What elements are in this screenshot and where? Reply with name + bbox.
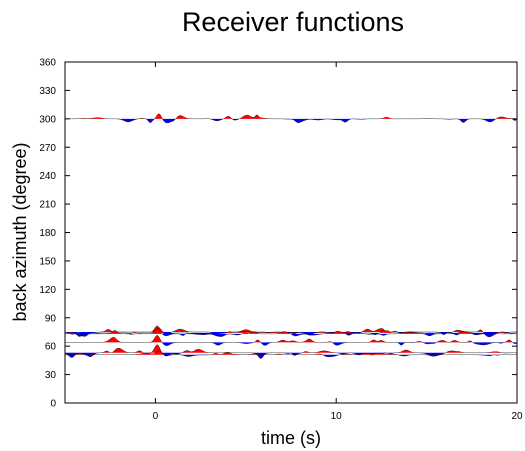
trace-line xyxy=(65,327,518,337)
trace-negative-fill xyxy=(65,332,517,337)
trace-negative-fill xyxy=(65,342,517,346)
y-tick-label: 30 xyxy=(45,370,57,381)
trace xyxy=(64,328,517,337)
trace-positive-fill xyxy=(65,335,517,343)
y-tick-label: 270 xyxy=(39,143,56,154)
axis-ticks: 0 30 60 90 120 150 180 210 240 270 300 330 360 0 10 20 xyxy=(39,58,523,423)
y-tick-label: 120 xyxy=(39,285,56,296)
y-tick-label: 150 xyxy=(39,256,56,267)
trace-line xyxy=(64,344,517,359)
y-axis-label: back azimuth (degree) xyxy=(10,142,30,321)
chart-title: Receiver functions xyxy=(182,7,404,37)
trace xyxy=(64,344,517,359)
trace-negative-fill xyxy=(65,354,517,357)
y-tick-label: 240 xyxy=(39,171,56,182)
y-tick-label: 90 xyxy=(45,313,57,324)
y-tick-label: 330 xyxy=(39,86,56,97)
trace xyxy=(64,350,517,357)
traces-group xyxy=(64,113,518,359)
trace-positive-fill xyxy=(65,113,517,119)
trace-line xyxy=(64,328,517,337)
trace-line xyxy=(64,350,517,357)
y-tick-label: 60 xyxy=(45,342,57,353)
x-tick-label: 10 xyxy=(331,411,343,422)
y-tick-label: 300 xyxy=(39,114,56,125)
x-axis-label: time (s) xyxy=(261,428,321,448)
x-tick-label: 0 xyxy=(153,411,159,422)
trace xyxy=(65,335,518,346)
trace-line xyxy=(64,325,517,338)
y-tick-label: 0 xyxy=(50,399,56,410)
trace xyxy=(64,325,517,338)
trace-positive-fill xyxy=(65,325,517,332)
x-tick-label: 20 xyxy=(511,411,523,422)
y-tick-label: 210 xyxy=(39,200,56,211)
trace-line xyxy=(65,335,518,346)
trace-negative-fill xyxy=(65,118,517,123)
trace-positive-fill xyxy=(65,344,517,353)
trace xyxy=(65,113,518,124)
y-tick-label: 360 xyxy=(39,58,56,69)
trace-line xyxy=(65,113,518,124)
trace-negative-fill xyxy=(65,352,517,359)
y-tick-label: 180 xyxy=(39,228,56,239)
plot-frame xyxy=(64,61,518,404)
